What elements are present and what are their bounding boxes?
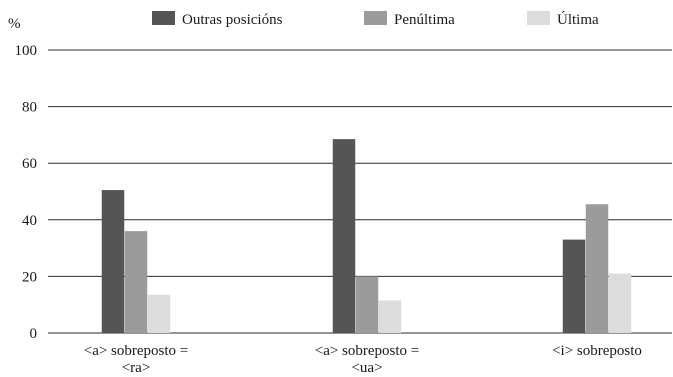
legend-label: Penúltima [394, 12, 455, 28]
legend-item: Penúltima [364, 11, 455, 28]
y-tick-label: 60 [22, 156, 37, 172]
legend-swatch [152, 11, 175, 25]
legend-item: Última [527, 11, 599, 28]
bar [585, 204, 609, 333]
x-category-label: <a> sobreposto = [84, 343, 189, 359]
bar-group [562, 204, 632, 333]
bar [562, 239, 586, 333]
bar [124, 231, 148, 333]
y-tick-label: 100 [15, 43, 38, 59]
bar [378, 300, 402, 333]
bars [101, 139, 632, 333]
bar-group [101, 190, 171, 333]
legend-item: Outras posicións [152, 11, 283, 28]
legend-swatch [364, 11, 387, 25]
legend-swatch [527, 11, 550, 25]
bar [332, 139, 356, 333]
bar [101, 190, 125, 333]
x-category-label: <a> sobreposto = [315, 343, 420, 359]
x-category-label: <i> sobreposto [552, 343, 642, 359]
legend: Outras posicións Penúltima Última [152, 11, 599, 28]
y-tick-label: 40 [22, 213, 37, 229]
bar [355, 276, 379, 333]
bar [608, 273, 632, 333]
legend-label: Outras posicións [182, 12, 283, 28]
y-axis-ticks: 0 20 40 60 80 100 [15, 43, 38, 342]
legend-label: Última [557, 11, 599, 28]
bar [147, 294, 171, 333]
y-axis-unit-label: % [8, 16, 21, 32]
bar-group [332, 139, 402, 333]
x-axis-labels: <a> sobreposto =<ra><a> sobreposto =<ua>… [84, 343, 642, 376]
y-tick-label: 0 [30, 326, 38, 342]
x-category-label: <ua> [351, 360, 382, 376]
y-tick-label: 80 [22, 100, 37, 116]
y-tick-label: 20 [22, 269, 37, 285]
x-category-label: <ra> [122, 360, 151, 376]
